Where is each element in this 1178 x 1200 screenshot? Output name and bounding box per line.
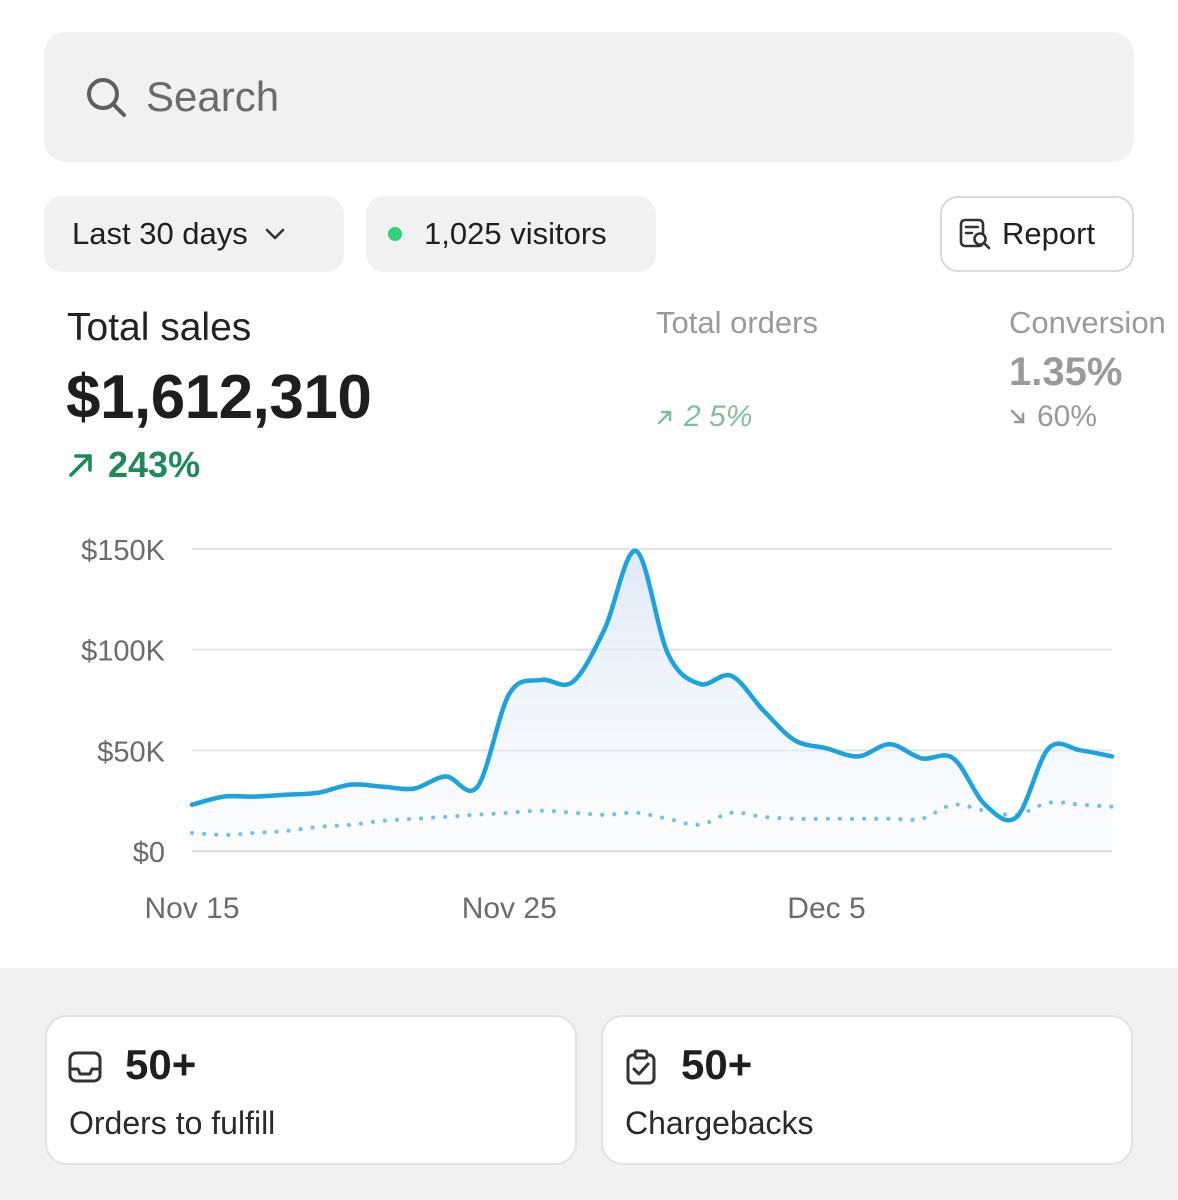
sales-chart[interactable]: $0 $50K $100K $150K Nov 15 Nov 25 Dec 5 [0, 520, 1178, 940]
total-orders-change: 2 5% [656, 400, 752, 434]
total-sales-change: 243% [66, 444, 200, 486]
date-range-selector[interactable]: Last 30 days [44, 196, 344, 272]
arrow-up-right-icon [69, 454, 92, 477]
report-icon [959, 218, 991, 250]
live-status-dot [388, 227, 402, 241]
x-tick-label: Dec 5 [787, 892, 865, 925]
search-input[interactable] [146, 67, 1046, 127]
search-bar[interactable] [44, 32, 1134, 162]
previous-period-line[interactable] [190, 800, 1114, 837]
conversion-change: 60% [1009, 400, 1097, 434]
orders-to-fulfill-card[interactable]: 50+ Orders to fulfill [45, 1015, 577, 1165]
total-sales-title[interactable]: Total sales [67, 306, 252, 349]
y-tick-label: $150K [81, 535, 166, 567]
inbox-icon [68, 1051, 102, 1083]
report-label: Report [1002, 216, 1096, 251]
clipboard-check-icon [626, 1049, 656, 1085]
x-tick-label: Nov 15 [144, 892, 239, 925]
chevron-down-icon [265, 228, 285, 240]
chargebacks-count: 50+ [681, 1041, 753, 1088]
current-period-line[interactable] [189, 548, 1115, 823]
conversion-value: 1.35% [1009, 350, 1123, 394]
arrow-up-right-icon [657, 410, 672, 425]
total-sales-change-value: 243% [108, 444, 201, 485]
chargebacks-label: Chargebacks [625, 1105, 814, 1141]
arrow-down-right-icon [1010, 409, 1025, 424]
total-orders-change-value: 2 5% [684, 400, 753, 433]
current-period-area [192, 550, 1112, 851]
orders-to-fulfill-count: 50+ [125, 1041, 197, 1088]
total-orders-title[interactable]: Total orders [656, 305, 818, 340]
search-icon [87, 78, 126, 117]
y-tick-label: $50K [97, 736, 165, 768]
date-range-label: Last 30 days [72, 216, 248, 251]
chargebacks-card[interactable]: 50+ Chargebacks [601, 1015, 1133, 1165]
orders-to-fulfill-label: Orders to fulfill [69, 1105, 276, 1141]
y-tick-label: $0 [133, 837, 165, 869]
x-tick-label: Nov 25 [462, 892, 557, 925]
y-tick-label: $100K [81, 636, 166, 668]
total-sales-value: $1,612,310 [66, 363, 372, 432]
visitors-count: 1,025 visitors [424, 216, 607, 251]
conversion-title[interactable]: Conversion [1009, 305, 1166, 340]
report-button[interactable]: Report [940, 196, 1134, 272]
conversion-change-value: 60% [1037, 400, 1098, 433]
live-visitors-chip[interactable]: 1,025 visitors [366, 196, 656, 272]
